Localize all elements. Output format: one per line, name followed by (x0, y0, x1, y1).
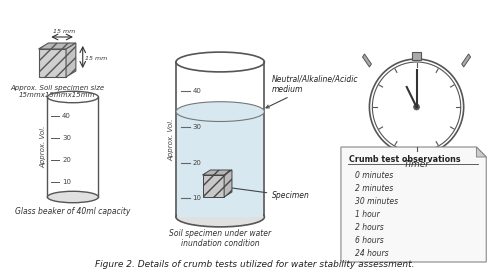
Text: Approx. Vol.: Approx. Vol. (40, 126, 46, 168)
Text: 2 hours: 2 hours (354, 223, 384, 232)
Polygon shape (38, 49, 66, 77)
Text: 15 mm: 15 mm (84, 55, 107, 60)
Text: Approx. Vol.: Approx. Vol. (168, 118, 174, 161)
Text: Figure 2. Details of crumb tests utilized for water stability assessment.: Figure 2. Details of crumb tests utilize… (95, 260, 414, 269)
Text: Glass beaker of 40ml capacity: Glass beaker of 40ml capacity (15, 207, 130, 216)
Circle shape (414, 104, 420, 110)
Polygon shape (476, 147, 486, 157)
Polygon shape (177, 112, 263, 217)
Text: 20: 20 (62, 157, 71, 163)
Text: Timer: Timer (404, 160, 429, 169)
Polygon shape (362, 54, 372, 67)
Polygon shape (38, 43, 76, 49)
Text: Neutral/Alkaline/Acidic
medium: Neutral/Alkaline/Acidic medium (266, 74, 359, 108)
Text: 40: 40 (192, 88, 202, 94)
Text: 40: 40 (62, 113, 71, 119)
Text: 15 mm: 15 mm (53, 29, 75, 34)
Text: 30 minutes: 30 minutes (354, 197, 398, 206)
Text: 24 hours: 24 hours (354, 249, 388, 258)
FancyBboxPatch shape (412, 52, 422, 60)
Ellipse shape (48, 191, 98, 203)
Polygon shape (66, 43, 76, 77)
Text: Soil specimen under water
inundation condition: Soil specimen under water inundation con… (169, 229, 271, 248)
Text: 10: 10 (192, 195, 202, 201)
Polygon shape (224, 170, 232, 197)
Text: Specimen: Specimen (221, 186, 310, 200)
Polygon shape (341, 147, 486, 262)
Text: 20: 20 (192, 160, 202, 166)
Text: 2 minutes: 2 minutes (354, 184, 393, 193)
Polygon shape (202, 170, 232, 175)
Text: 30: 30 (62, 135, 71, 141)
Text: 10: 10 (62, 179, 71, 185)
Text: Crumb test observations: Crumb test observations (349, 154, 461, 163)
Text: 0 minutes: 0 minutes (354, 171, 393, 180)
Polygon shape (202, 175, 224, 197)
Ellipse shape (176, 102, 264, 122)
Text: 1 hour: 1 hour (354, 210, 380, 219)
Polygon shape (462, 54, 470, 67)
Text: 30: 30 (192, 124, 202, 130)
Ellipse shape (176, 207, 264, 227)
Text: Approx. Soil specimen size
15mmx15mmx15mm: Approx. Soil specimen size 15mmx15mmx15m… (10, 85, 104, 98)
Text: 6 hours: 6 hours (354, 236, 384, 245)
